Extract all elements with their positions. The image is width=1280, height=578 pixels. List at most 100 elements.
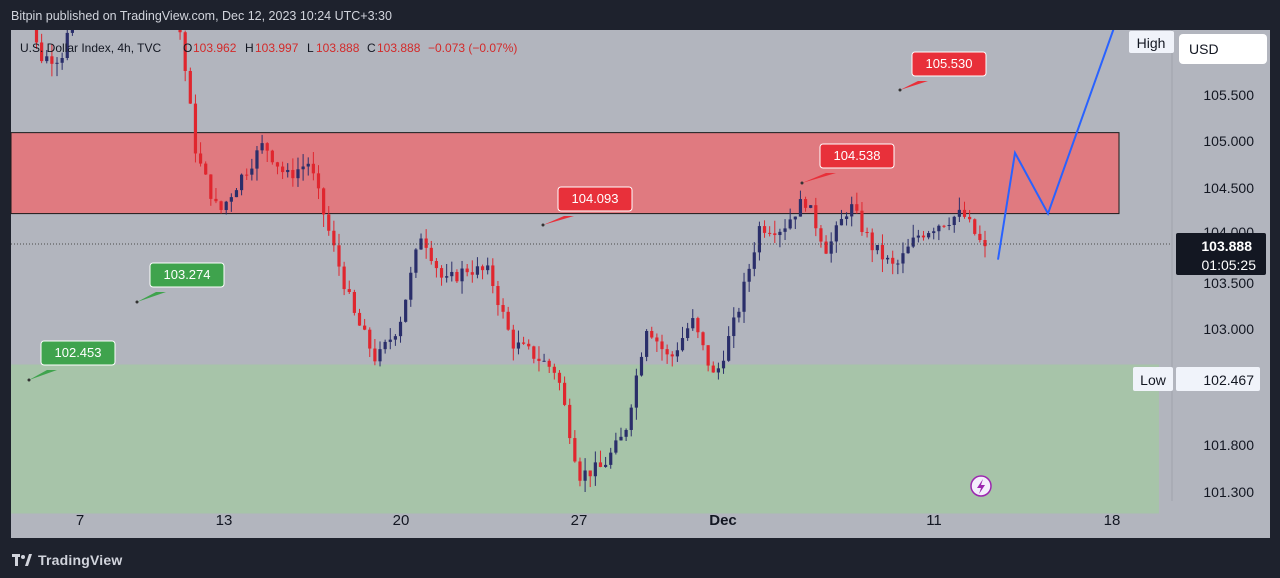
time-tick-label: 13 xyxy=(216,512,233,529)
candle-body xyxy=(809,205,813,208)
price-tick-label: 101.800 xyxy=(1203,437,1254,453)
candle-body xyxy=(732,317,736,337)
candle-body xyxy=(578,461,582,481)
candle-body xyxy=(619,436,623,441)
candle-body xyxy=(962,209,967,217)
annotation-label[interactable]: 102.453 xyxy=(27,340,116,382)
annotation-box xyxy=(819,143,895,169)
candle-body xyxy=(306,163,310,167)
candle-body xyxy=(921,235,926,238)
tradingview-logo[interactable]: TradingView xyxy=(12,552,122,568)
candle-body xyxy=(942,225,946,227)
candle-body xyxy=(650,330,654,338)
candle-body xyxy=(424,238,428,248)
candle-body xyxy=(850,204,854,217)
candle-body xyxy=(332,230,336,246)
candle-body xyxy=(255,150,259,169)
candle-body xyxy=(896,263,900,265)
legend-h-label: H xyxy=(245,41,254,55)
annotation-text: 102.453 xyxy=(55,345,102,360)
candle-body xyxy=(470,272,474,275)
candle-body xyxy=(286,169,290,173)
candle-body xyxy=(927,233,931,238)
candle-body xyxy=(665,349,669,355)
candle-body xyxy=(383,341,387,350)
candle-body xyxy=(250,168,254,175)
annotation-label[interactable]: 104.093 xyxy=(541,186,633,227)
candle-body xyxy=(363,325,367,330)
annotation-pointer xyxy=(137,292,166,302)
candle-body xyxy=(409,272,413,300)
candle-body xyxy=(947,225,951,227)
candle-body xyxy=(598,462,603,467)
currency-button[interactable] xyxy=(1179,34,1267,64)
candle-body xyxy=(245,174,249,176)
annotation-box xyxy=(557,186,633,212)
candle-body xyxy=(701,332,705,346)
price-tick-label: 103.000 xyxy=(1203,321,1254,337)
candle-body xyxy=(60,58,64,63)
candle-body xyxy=(501,305,505,312)
candle-body xyxy=(511,329,515,349)
lightning-icon[interactable] xyxy=(970,475,992,497)
candle-body xyxy=(45,56,49,62)
countdown-value: 01:05:25 xyxy=(1202,257,1257,273)
candle-body xyxy=(839,218,844,226)
price-tick-label: 101.300 xyxy=(1203,484,1254,500)
candle-body xyxy=(404,299,408,322)
low-label: Low xyxy=(1140,372,1167,388)
annotation-label[interactable]: 105.530 xyxy=(898,51,987,92)
annotation-text: 105.530 xyxy=(926,56,973,71)
annotations-layer[interactable]: 105.530 104.538 104.093 103.274 102.453 xyxy=(27,51,987,382)
candles-layer xyxy=(34,30,987,493)
candle-body xyxy=(670,354,674,357)
currency-label: USD xyxy=(1189,41,1219,57)
candle-body xyxy=(880,245,885,260)
candle-body xyxy=(875,245,879,251)
annotation-label[interactable]: 104.538 xyxy=(800,143,895,185)
candle-body xyxy=(691,318,695,329)
legend-c-label: C xyxy=(367,41,376,55)
candle-body xyxy=(568,404,572,439)
annotation-label[interactable]: 103.274 xyxy=(135,262,225,304)
candle-body xyxy=(214,198,218,202)
candle-body xyxy=(557,372,562,383)
candle-body xyxy=(327,214,331,231)
tradingview-logo-icon xyxy=(12,553,32,566)
candle-body xyxy=(337,245,341,267)
candle-body xyxy=(368,329,372,349)
projection-path[interactable] xyxy=(997,30,1133,260)
annotation-text: 104.538 xyxy=(834,148,881,163)
candle-body xyxy=(814,205,818,229)
annotation-anchor xyxy=(27,378,31,382)
annotation-anchor xyxy=(800,181,804,185)
candle-body xyxy=(680,338,685,351)
chart[interactable]: 105.530 104.538 104.093 103.274 102.453 U.S.… xyxy=(0,30,1280,540)
candle-body xyxy=(716,368,720,373)
candle-body xyxy=(711,365,715,373)
low-label-box xyxy=(1133,367,1173,391)
candle-body xyxy=(193,103,198,154)
candle-body xyxy=(834,225,838,242)
candle-body xyxy=(762,226,767,233)
price-ticks: 105.500105.000104.500104.000103.500103.0… xyxy=(1203,87,1254,500)
annotation-pointer xyxy=(900,81,928,90)
low-value: 102.467 xyxy=(1203,372,1254,388)
candle-body xyxy=(429,247,433,262)
publisher-line: Bitpin published on TradingView.com, Dec… xyxy=(11,9,392,23)
price-tick-label: 105.500 xyxy=(1203,87,1254,103)
candle-body xyxy=(322,188,326,215)
candle-body xyxy=(629,407,633,430)
candle-body xyxy=(639,356,644,376)
candle-body xyxy=(870,232,874,251)
candle-body xyxy=(973,219,977,234)
candle-body xyxy=(696,318,700,333)
time-tick-label: 7 xyxy=(76,512,84,529)
candle-body xyxy=(398,321,403,337)
candle-body xyxy=(757,226,762,253)
legend-l-label: L xyxy=(307,41,314,55)
candle-body xyxy=(439,268,444,278)
candle-body xyxy=(434,261,439,269)
time-ticks: 7 13 20 27 Dec 11 18 xyxy=(76,512,1121,529)
candle-body xyxy=(316,173,321,189)
